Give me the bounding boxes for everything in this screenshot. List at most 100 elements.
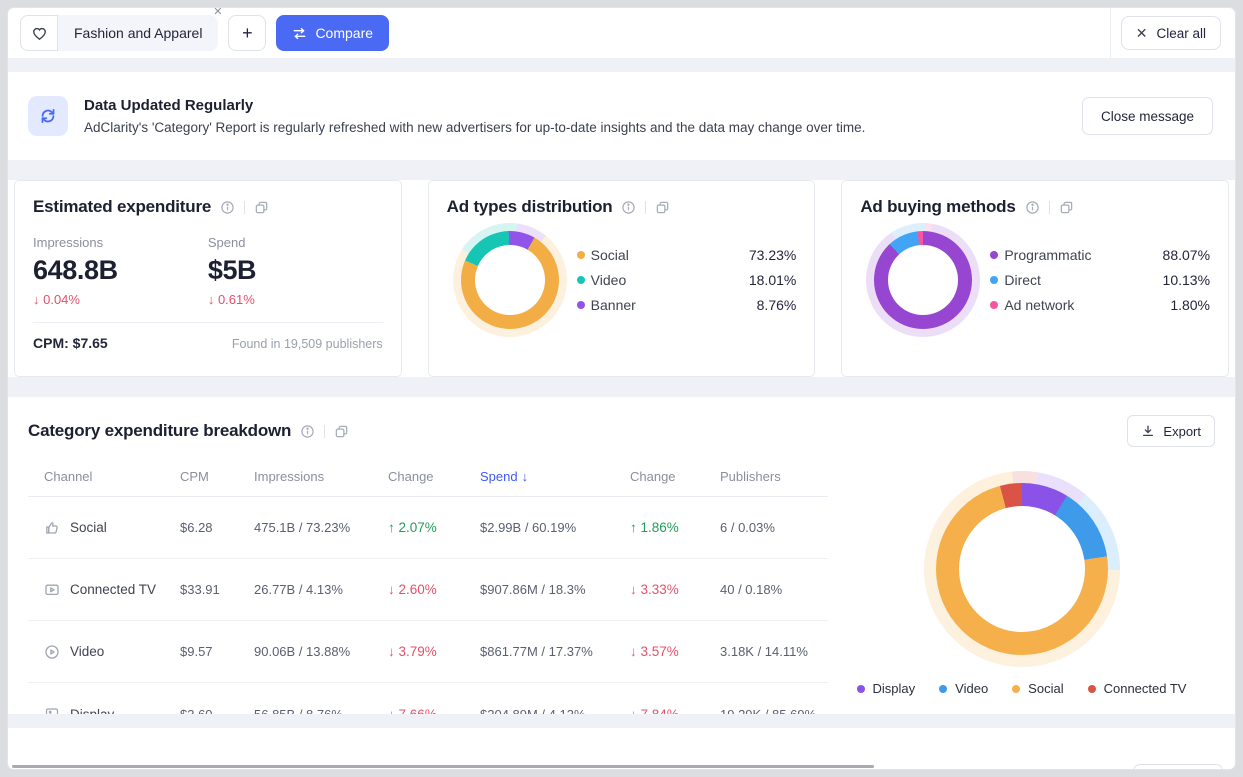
info-icon[interactable] <box>220 200 235 215</box>
spend-cell: $861.77M / 17.37% <box>480 644 593 659</box>
category-chip[interactable]: Fashion and Apparel ✕ <box>20 8 222 51</box>
divider <box>1109 8 1111 58</box>
video-icon <box>44 644 60 660</box>
legend-item: Banner 8.76% <box>576 297 796 313</box>
col-cpm[interactable]: CPM <box>180 469 209 484</box>
info-icon[interactable] <box>300 424 315 439</box>
legend-dot <box>576 251 585 259</box>
export-button[interactable]: Export <box>1127 415 1215 447</box>
section-gap <box>8 58 1235 72</box>
social-icon <box>44 520 60 536</box>
divider <box>645 200 647 214</box>
table-row[interactable]: Video $9.57 90.06B / 13.88% ↓ 3.79% $861… <box>28 621 828 683</box>
legend-dot <box>1012 684 1021 693</box>
col-spend-sorted[interactable]: Spend ↓ <box>480 469 529 484</box>
category-chip-label: Fashion and Apparel <box>58 15 219 51</box>
partial-button[interactable] <box>1133 764 1223 769</box>
copy-icon[interactable] <box>254 200 269 215</box>
info-icon[interactable] <box>1025 200 1040 215</box>
legend-item: Ad network 1.80% <box>990 297 1210 313</box>
change-impressions-cell: ↓ 2.60% <box>388 582 437 597</box>
ad-buying-methods-card: Ad buying methods <box>841 180 1230 377</box>
cpm-cell: $6.28 <box>180 520 213 535</box>
horizontal-scrollbar[interactable] <box>12 765 874 768</box>
ad-buying-legend: Programmatic 88.07% Direct 10.13% Ad net… <box>990 238 1210 322</box>
banner-message: AdClarity's 'Category' Report is regular… <box>84 120 866 135</box>
col-publishers[interactable]: Publishers <box>720 469 781 484</box>
legend-dot <box>939 684 948 693</box>
breakdown-chart: Display Video Social Connected TV <box>828 456 1215 745</box>
legend-item: Video 18.01% <box>576 272 796 288</box>
compare-button[interactable]: Compare <box>276 15 390 51</box>
ad-types-legend: Social 73.23% Video 18.01% Banner 8.76% <box>576 238 796 322</box>
favorite-button[interactable] <box>20 15 58 51</box>
channel-label: Video <box>70 644 105 659</box>
channel-label: Connected TV <box>70 582 157 597</box>
close-icon: ✕ <box>1135 24 1148 41</box>
legend-item: Programmatic 88.07% <box>990 247 1210 263</box>
copy-icon[interactable] <box>655 200 670 215</box>
legend-item: Connected TV <box>1087 681 1186 696</box>
download-icon <box>1141 424 1155 438</box>
col-channel[interactable]: Channel <box>44 469 93 484</box>
next-section-partial <box>8 728 1235 769</box>
breakdown-table: Channel CPM Impressions Change Spend ↓ Ch… <box>28 461 828 745</box>
add-category-button[interactable]: + <box>228 15 267 51</box>
legend-dot <box>856 684 865 693</box>
publishers-cell: 6 / 0.03% <box>720 520 775 535</box>
clear-all-label: Clear all <box>1156 25 1206 41</box>
change-impressions-cell: ↑ 2.07% <box>388 520 437 535</box>
cpm-value: CPM: $7.65 <box>33 335 108 351</box>
kpi-cards-row: Estimated expenditure Impressions 648.8B <box>8 180 1235 377</box>
table-header: Channel CPM Impressions Change Spend ↓ Ch… <box>28 461 828 497</box>
impressions-value: 648.8B <box>33 255 118 285</box>
card-title: Estimated expenditure <box>33 197 212 216</box>
legend-item: Direct 10.13% <box>990 272 1210 288</box>
heart-icon <box>31 25 48 42</box>
filter-bar: Fashion and Apparel ✕ + Compare ✕ Clear … <box>8 8 1235 58</box>
breakdown-legend: Display Video Social Connected TV <box>856 681 1186 696</box>
legend-dot <box>990 301 999 309</box>
refresh-icon <box>28 96 68 136</box>
connected-tv-icon <box>44 582 60 598</box>
change-spend-cell: ↓ 3.57% <box>630 644 679 659</box>
legend-dot <box>990 276 999 284</box>
divider <box>1048 200 1050 214</box>
compare-icon <box>292 26 307 41</box>
legend-item: Social <box>1012 681 1064 696</box>
col-impressions[interactable]: Impressions <box>254 469 325 484</box>
publishers-cell: 40 / 0.18% <box>720 582 783 597</box>
estimated-expenditure-card: Estimated expenditure Impressions 648.8B <box>14 180 402 377</box>
legend-dot <box>576 301 585 309</box>
card-title: Ad types distribution <box>446 197 613 216</box>
copy-icon[interactable] <box>1059 200 1074 215</box>
divider <box>244 200 246 214</box>
col-change-impressions[interactable]: Change <box>388 469 434 484</box>
section-gap <box>8 377 1235 397</box>
table-row[interactable]: Connected TV $33.91 26.77B / 4.13% ↓ 2.6… <box>28 559 828 621</box>
cpm-cell: $33.91 <box>180 582 220 597</box>
impressions-cell: 26.77B / 4.13% <box>254 582 343 597</box>
col-change-spend[interactable]: Change <box>630 469 676 484</box>
spend-cell: $907.86M / 18.3% <box>480 582 586 597</box>
spend-cell: $2.99B / 60.19% <box>480 520 577 535</box>
change-spend-cell: ↑ 1.86% <box>630 520 679 535</box>
spend-change: ↓ 0.61% <box>207 292 255 307</box>
remove-chip-icon[interactable]: ✕ <box>213 8 223 18</box>
section-gap <box>8 714 1235 728</box>
info-icon[interactable] <box>621 200 636 215</box>
impressions-cell: 475.1B / 73.23% <box>254 520 351 535</box>
channel-label: Social <box>70 520 107 535</box>
close-message-button[interactable]: Close message <box>1081 97 1213 135</box>
publishers-cell: 3.18K / 14.11% <box>720 644 808 659</box>
spend-label: Spend <box>207 235 246 250</box>
table-row[interactable]: Social $6.28 475.1B / 73.23% ↑ 2.07% $2.… <box>28 497 828 559</box>
card-title: Ad buying methods <box>860 197 1016 216</box>
change-impressions-cell: ↓ 3.79% <box>388 644 437 659</box>
divider <box>324 424 326 438</box>
clear-all-button[interactable]: ✕ Clear all <box>1120 16 1221 50</box>
ad-types-card: Ad types distribution <box>427 180 816 377</box>
banner-title: Data Updated Regularly <box>84 97 254 114</box>
copy-icon[interactable] <box>334 424 349 439</box>
category-breakdown-section: Category expenditure breakdown <box>8 397 1235 722</box>
